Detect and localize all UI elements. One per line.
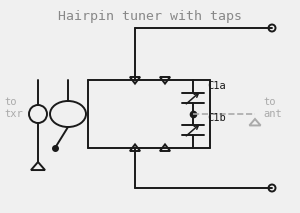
Polygon shape <box>160 77 170 83</box>
Text: Hairpin tuner with taps: Hairpin tuner with taps <box>58 10 242 23</box>
Polygon shape <box>130 144 140 151</box>
Polygon shape <box>160 144 170 151</box>
Text: to
ant: to ant <box>263 97 282 119</box>
Text: to
txr: to txr <box>4 97 23 119</box>
Text: C1a: C1a <box>207 81 226 91</box>
Text: C1b: C1b <box>207 113 226 123</box>
Polygon shape <box>130 77 140 83</box>
